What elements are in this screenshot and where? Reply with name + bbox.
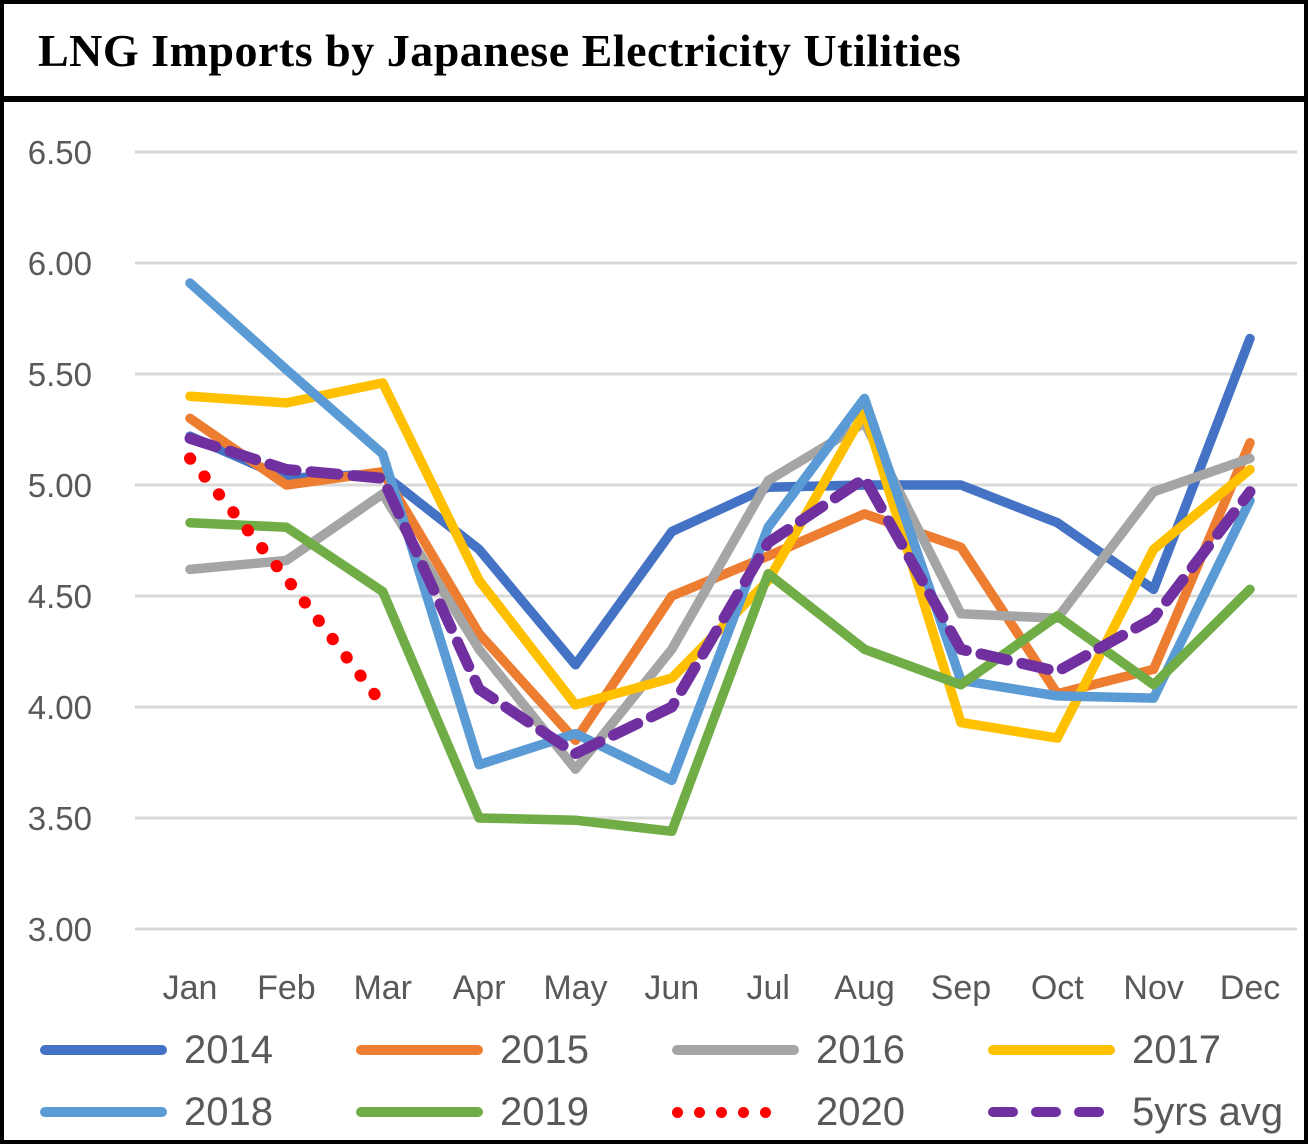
y-tick-label: 4.00 bbox=[28, 689, 92, 726]
dot-mark bbox=[694, 1106, 705, 1118]
dot-mark bbox=[672, 1106, 683, 1118]
legend-swatch-solid bbox=[40, 1045, 168, 1055]
legend-label: 2020 bbox=[816, 1089, 905, 1134]
legend-item-2016: 2016 bbox=[672, 1024, 988, 1076]
y-tick-label: 6.00 bbox=[28, 245, 92, 282]
legend-swatch-dotted bbox=[672, 1106, 800, 1118]
y-tick-label: 3.00 bbox=[28, 911, 92, 948]
line-mark bbox=[356, 1107, 483, 1117]
legend-item-2018: 2018 bbox=[40, 1086, 356, 1138]
legend-swatch-solid bbox=[672, 1045, 800, 1055]
legend-swatch-dashed bbox=[988, 1107, 1116, 1117]
legend-item-2014: 2014 bbox=[40, 1024, 356, 1076]
line-chart: 6.50 6.00 5.50 5.00 4.50 4.00 3.50 3.00 Jan Feb Ma… bbox=[28, 134, 1297, 1007]
x-tick-label-sep: Sep bbox=[931, 969, 992, 1007]
dot-mark bbox=[738, 1106, 749, 1118]
legend-item-2019: 2019 bbox=[356, 1086, 672, 1138]
chart-title-bar: LNG Imports by Japanese Electricity Util… bbox=[4, 4, 1304, 102]
x-tick-label-jun: Jun bbox=[644, 969, 699, 1007]
legend-item-5yrs-avg: 5yrs avg bbox=[988, 1086, 1304, 1138]
legend-swatch-solid bbox=[356, 1045, 484, 1055]
chart-legend: 2014 2015 2016 2017 2018 2019 2020 5yrs avg bbox=[4, 1012, 1304, 1140]
x-tick-label-oct: Oct bbox=[1031, 969, 1084, 1007]
y-tick-label: 4.50 bbox=[28, 578, 92, 615]
line-mark bbox=[40, 1045, 167, 1055]
legend-label: 2015 bbox=[500, 1027, 589, 1072]
legend-label: 2019 bbox=[500, 1089, 589, 1134]
legend-label: 2018 bbox=[184, 1089, 273, 1134]
x-tick-label-feb: Feb bbox=[257, 969, 316, 1007]
x-tick-label-may: May bbox=[543, 969, 607, 1007]
legend-swatch-solid bbox=[356, 1107, 484, 1117]
dot-mark bbox=[716, 1106, 727, 1118]
line-mark bbox=[988, 1045, 1115, 1055]
x-tick-label-mar: Mar bbox=[353, 969, 412, 1007]
y-tick-label: 3.50 bbox=[28, 800, 92, 837]
series-line-2016 bbox=[185, 418, 1255, 774]
dot-mark bbox=[760, 1106, 771, 1118]
series-line-2019 bbox=[185, 517, 1255, 837]
x-tick-label-nov: Nov bbox=[1123, 969, 1183, 1007]
y-tick-label: 5.50 bbox=[28, 356, 92, 393]
legend-item-2017: 2017 bbox=[988, 1024, 1304, 1076]
chart-title: LNG Imports by Japanese Electricity Util… bbox=[38, 24, 962, 76]
legend-swatch-solid bbox=[40, 1107, 168, 1117]
legend-label: 5yrs avg bbox=[1132, 1089, 1284, 1134]
plot-area: 6.50 6.00 5.50 5.00 4.50 4.00 3.50 3.00 Jan Feb Ma… bbox=[4, 102, 1304, 1012]
series-line-2020 bbox=[184, 452, 389, 711]
x-tick-label-jan: Jan bbox=[163, 969, 218, 1007]
dash-mark bbox=[988, 1107, 1018, 1117]
legend-item-2020: 2020 bbox=[672, 1086, 988, 1138]
legend-label: 2014 bbox=[184, 1027, 273, 1072]
line-mark bbox=[40, 1107, 167, 1117]
x-tick-label-aug: Aug bbox=[834, 969, 895, 1007]
y-tick-label: 5.00 bbox=[28, 467, 92, 504]
legend-label: 2017 bbox=[1132, 1027, 1221, 1072]
x-tick-label-dec: Dec bbox=[1220, 969, 1280, 1007]
legend-label: 2016 bbox=[816, 1027, 905, 1072]
x-tick-label-apr: Apr bbox=[453, 969, 506, 1007]
series-line-2018 bbox=[185, 278, 1255, 786]
legend-swatch-solid bbox=[988, 1045, 1116, 1055]
line-mark bbox=[672, 1045, 799, 1055]
dash-mark bbox=[1031, 1107, 1061, 1117]
dash-mark bbox=[1074, 1107, 1104, 1117]
x-tick-label-jul: Jul bbox=[746, 969, 789, 1007]
series-line-5yrs-avg bbox=[184, 432, 1256, 760]
y-tick-label: 6.50 bbox=[28, 134, 92, 171]
line-mark bbox=[356, 1045, 483, 1055]
legend-item-2015: 2015 bbox=[356, 1024, 672, 1076]
